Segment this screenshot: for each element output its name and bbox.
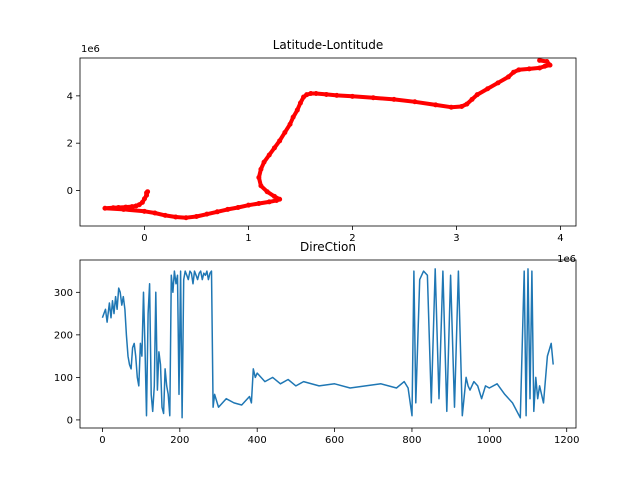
lat-lon-point bbox=[173, 214, 179, 220]
lat-lon-point bbox=[505, 74, 511, 80]
lat-lon-point bbox=[266, 152, 272, 158]
x-tick-label: 800 bbox=[402, 435, 421, 446]
lat-lon-point bbox=[448, 104, 454, 110]
lat-lon-point bbox=[474, 92, 480, 98]
lat-lon-x-offset-label: 1e6 bbox=[557, 254, 576, 265]
x-tick-label: 1000 bbox=[477, 435, 502, 446]
lat-lon-x-ticks: 0 1 2 3 4 bbox=[141, 226, 564, 244]
direction-title: DireCtion bbox=[300, 240, 356, 254]
lat-lon-point bbox=[266, 199, 272, 205]
lat-lon-point bbox=[391, 96, 397, 102]
lat-lon-point bbox=[271, 193, 277, 199]
y-tick-label: 2 bbox=[67, 139, 73, 150]
lat-lon-point bbox=[294, 107, 300, 113]
lat-lon-point bbox=[304, 92, 310, 98]
lat-lon-y-ticks: 0 2 4 bbox=[67, 91, 80, 197]
lat-lon-point bbox=[162, 212, 168, 218]
y-tick-label: 4 bbox=[67, 91, 73, 102]
lat-lon-point bbox=[547, 62, 553, 68]
x-tick-label: 2 bbox=[349, 233, 355, 244]
lat-lon-point bbox=[323, 91, 329, 97]
lat-lon-point bbox=[308, 90, 314, 96]
lat-lon-point bbox=[370, 95, 376, 101]
lat-lon-point bbox=[245, 202, 251, 208]
lat-lon-point bbox=[264, 189, 270, 195]
lat-lon-chart: 0 1 2 3 4 0 2 4 Latitude-Lontitude 1e6 1e6 bbox=[67, 38, 577, 265]
lat-lon-point bbox=[495, 80, 501, 86]
y-tick-label: 0 bbox=[67, 186, 73, 197]
lat-lon-point bbox=[544, 59, 550, 65]
lat-lon-point bbox=[297, 100, 303, 106]
lat-lon-point bbox=[287, 121, 293, 127]
x-tick-label: 200 bbox=[170, 435, 189, 446]
x-tick-label: 1 bbox=[245, 233, 251, 244]
lat-lon-point bbox=[537, 65, 543, 71]
lat-lon-point bbox=[152, 210, 158, 216]
lat-lon-point bbox=[133, 203, 139, 209]
y-tick-label: 300 bbox=[54, 288, 73, 299]
x-tick-label: 0 bbox=[99, 435, 105, 446]
lat-lon-point bbox=[469, 96, 475, 102]
x-tick-label: 1200 bbox=[554, 435, 579, 446]
lat-lon-point bbox=[129, 204, 135, 210]
lat-lon-point bbox=[511, 69, 517, 75]
lat-lon-point bbox=[542, 63, 548, 69]
lat-lon-point bbox=[277, 138, 283, 144]
lat-lon-point bbox=[183, 215, 189, 221]
lat-lon-point bbox=[282, 130, 288, 136]
lat-lon-point bbox=[204, 211, 210, 217]
lat-lon-point bbox=[110, 205, 116, 211]
lat-lon-point bbox=[256, 201, 262, 207]
lat-lon-y-offset-label: 1e6 bbox=[81, 44, 100, 55]
y-tick-label: 200 bbox=[54, 330, 73, 341]
lat-lon-point bbox=[235, 205, 241, 211]
lat-lon-point bbox=[258, 166, 264, 172]
lat-lon-point bbox=[537, 57, 543, 63]
lat-lon-point bbox=[225, 206, 231, 212]
x-tick-label: 600 bbox=[325, 435, 344, 446]
lat-lon-axes-frame bbox=[79, 57, 577, 227]
lat-lon-title: Latitude-Lontitude bbox=[273, 38, 384, 52]
lat-lon-point bbox=[214, 209, 220, 215]
lat-lon-point bbox=[526, 66, 532, 72]
x-tick-label: 3 bbox=[453, 233, 459, 244]
x-tick-label: 4 bbox=[557, 233, 563, 244]
lat-lon-point bbox=[256, 174, 262, 180]
lat-lon-point bbox=[464, 101, 470, 107]
direction-y-ticks: 0 100 200 300 bbox=[54, 288, 80, 426]
lat-lon-point bbox=[271, 145, 277, 151]
lat-lon-plot-area bbox=[102, 57, 553, 221]
lat-lon-point bbox=[121, 206, 127, 212]
direction-x-ticks: 0 200 400 600 800 1000 1200 bbox=[99, 428, 579, 446]
y-tick-label: 100 bbox=[54, 373, 73, 384]
lat-lon-point bbox=[102, 205, 108, 211]
lat-lon-point bbox=[349, 93, 355, 99]
lat-lon-point bbox=[277, 196, 283, 202]
direction-axes-frame bbox=[79, 259, 577, 429]
direction-series-line bbox=[101, 268, 554, 419]
lat-lon-point bbox=[412, 99, 418, 105]
lat-lon-point bbox=[193, 214, 199, 220]
lat-lon-point bbox=[485, 86, 491, 92]
lat-lon-point bbox=[433, 102, 439, 108]
y-tick-label: 0 bbox=[67, 415, 73, 426]
lat-lon-point bbox=[141, 208, 147, 214]
direction-chart: 0 200 400 600 800 1000 1200 0 100 200 300 DireCti… bbox=[54, 240, 580, 446]
lat-lon-point bbox=[459, 104, 465, 110]
lat-lon-point bbox=[258, 183, 264, 189]
lat-lon-point bbox=[261, 159, 267, 165]
lat-lon-point bbox=[290, 114, 296, 120]
x-tick-label: 0 bbox=[141, 233, 147, 244]
lat-lon-point bbox=[313, 90, 319, 96]
lat-lon-point bbox=[334, 92, 340, 98]
x-tick-label: 400 bbox=[248, 435, 267, 446]
lat-lon-point bbox=[516, 67, 522, 73]
direction-plot-area bbox=[101, 268, 554, 419]
lat-lon-point bbox=[115, 205, 121, 211]
